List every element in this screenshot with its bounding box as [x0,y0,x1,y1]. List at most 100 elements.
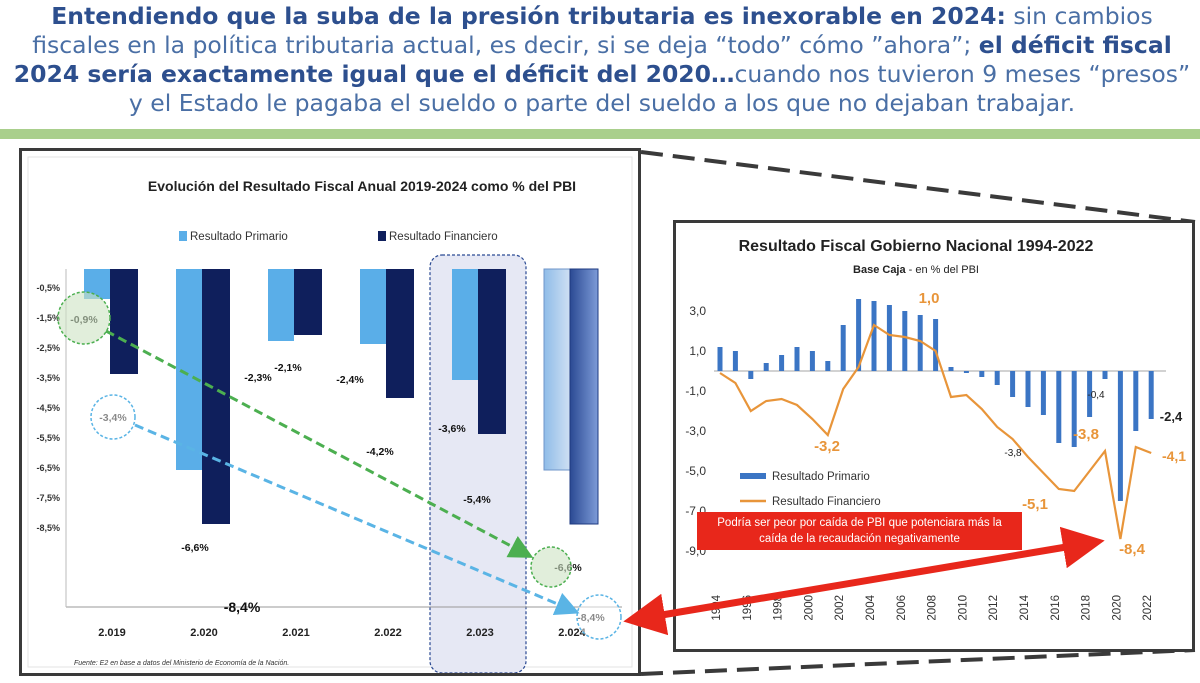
bar-primario-2.022 [360,269,386,344]
chart-title: Resultado Fiscal Gobierno Nacional 1994-… [739,238,1094,255]
y-tick-label: 3,0 [689,304,706,318]
y-tick-label: -7,5% [36,493,60,503]
legend-label-primario: Resultado Primario [772,471,870,483]
y-tick-label: -2,5% [36,343,60,353]
bar-primario-2010 [963,371,969,373]
bar-primario-2014 [1025,371,1031,407]
circle-primario-2019 [57,291,111,345]
annotation-label: -2,4 [1160,409,1183,424]
bar-primario-2022 [1148,371,1154,419]
historical-fiscal-chart-panel: Resultado Fiscal Gobierno Nacional 1994-… [673,220,1195,652]
historical-fiscal-chart: Resultado Fiscal Gobierno Nacional 1994-… [685,238,1186,621]
legend-swatch-primario [179,231,187,241]
x-tick-label: 2.022 [374,627,402,639]
x-tick-label: 1998 [773,595,785,621]
y-tick-label: -3,5% [36,373,60,383]
headline-part-1: Entendiendo que la suba de la presión tr… [51,2,1006,30]
x-tick-label: 2000 [803,595,815,621]
x-tick-label: 2.023 [466,627,494,639]
circle-primario-2024 [530,546,572,588]
subtitle-bold: Base Caja [853,264,906,276]
data-label-financiero: -2,1% [274,362,302,374]
data-label-financiero: -8,4% [224,599,261,615]
x-tick-label: 2020 [1111,595,1123,621]
x-tick-label: 1994 [711,594,723,620]
x-tick-label: 2018 [1081,595,1093,621]
x-tick-label: 1996 [742,595,754,621]
bar-primario-2015 [1040,371,1046,415]
connector-bottom [640,648,1196,676]
y-tick-label: -0,5% [36,283,60,293]
fiscal-bar-chart-panel: Evolución del Resultado Fiscal Anual 201… [19,148,641,676]
data-label-primario: -2,4% [336,374,364,386]
x-tick-label: 2.021 [282,627,310,639]
x-tick-label: 2.020 [190,627,218,639]
y-tick-label: -4,5% [36,403,60,413]
divider-bar [0,129,1200,139]
y-tick-label: -5,5% [36,433,60,443]
x-tick-label: 2012 [988,595,1000,621]
y-tick-label: -1,0 [685,384,706,398]
bar-primario-2011 [979,371,985,377]
x-tick-label: 2016 [1050,595,1062,621]
legend-swatch-primario [740,473,766,479]
bar-financiero-2.020 [202,269,230,524]
arrow-financiero [134,423,580,616]
circle-financiero-2024 [576,594,622,640]
y-tick-label: -1,5% [36,313,60,323]
bar-primario-1999 [794,347,800,371]
circle-financiero-2019 [90,394,136,440]
y-tick-label: -8,5% [36,523,60,533]
annotation-label: -0,4 [1087,390,1105,401]
annotation-label: -4,1 [1162,448,1186,464]
line-financiero [719,323,1152,540]
bar-primario-2020 [1117,371,1123,501]
y-tick-label: -3,0 [685,424,706,438]
annotation-label: -8,4 [1119,541,1146,558]
fiscal-bar-chart: Evolución del Resultado Fiscal Anual 201… [27,156,633,673]
bar-primario-1997 [763,363,769,371]
x-tick-label: 2014 [1019,594,1031,620]
data-label-financiero: -4,2% [366,446,394,458]
data-label-primario: -2,3% [244,372,272,384]
subtitle-rest: - en % del PBI [906,264,979,276]
bar-primario-2018 [1087,371,1093,417]
bar-primario-1996 [748,371,754,379]
bar-primario-2019 [1102,371,1108,379]
bar-primario-2016 [1056,371,1062,443]
annotation-label: -3,8 [1073,426,1099,443]
x-tick-label: 2.024 [558,627,586,639]
bar-primario-2017 [1071,371,1077,447]
y-tick-label: 1,0 [689,344,706,358]
bar-primario-1998 [779,355,785,371]
legend-label-financiero: Resultado Financiero [772,496,881,508]
bar-primario-2000 [809,351,815,371]
bar-financiero-2.019 [110,269,138,374]
bar-primario-2002 [840,325,846,371]
x-tick-label: 2002 [834,595,846,621]
bar-financiero-2.024 [569,268,599,525]
bar-primario-2021 [1133,371,1139,431]
bar-primario-2.023 [452,269,478,380]
bar-financiero-2.023 [478,269,506,434]
bar-primario-2004 [871,301,877,371]
bar-primario-2006 [902,311,908,371]
bar-primario-2008 [933,319,939,371]
bar-primario-2005 [886,305,892,371]
source-note: Fuente: E2 en base a datos del Ministeri… [74,660,289,667]
chart-title: Evolución del Resultado Fiscal Anual 201… [148,178,576,194]
legend-label-primario: Resultado Primario [190,231,288,243]
chart-subtitle: Base Caja - en % del PBI [853,264,979,276]
bar-financiero-2.021 [294,269,322,335]
headline: Entendiendo que la suba de la presión tr… [8,2,1196,118]
x-tick-label: 2022 [1142,595,1154,621]
bar-primario-2.020 [176,269,202,470]
bar-primario-2.021 [268,269,294,341]
headline-part-4: cuando nos tuvieron 9 meses “presos” y e… [128,60,1191,117]
bar-primario-1994 [717,347,723,371]
arrow-primario [105,329,534,558]
bar-primario-2003 [856,299,862,371]
y-tick-label: -6,5% [36,463,60,473]
note-line-1: Podría ser peor por caída de PBI que pot… [717,517,1002,529]
annotation-label: 1,0 [919,290,940,307]
